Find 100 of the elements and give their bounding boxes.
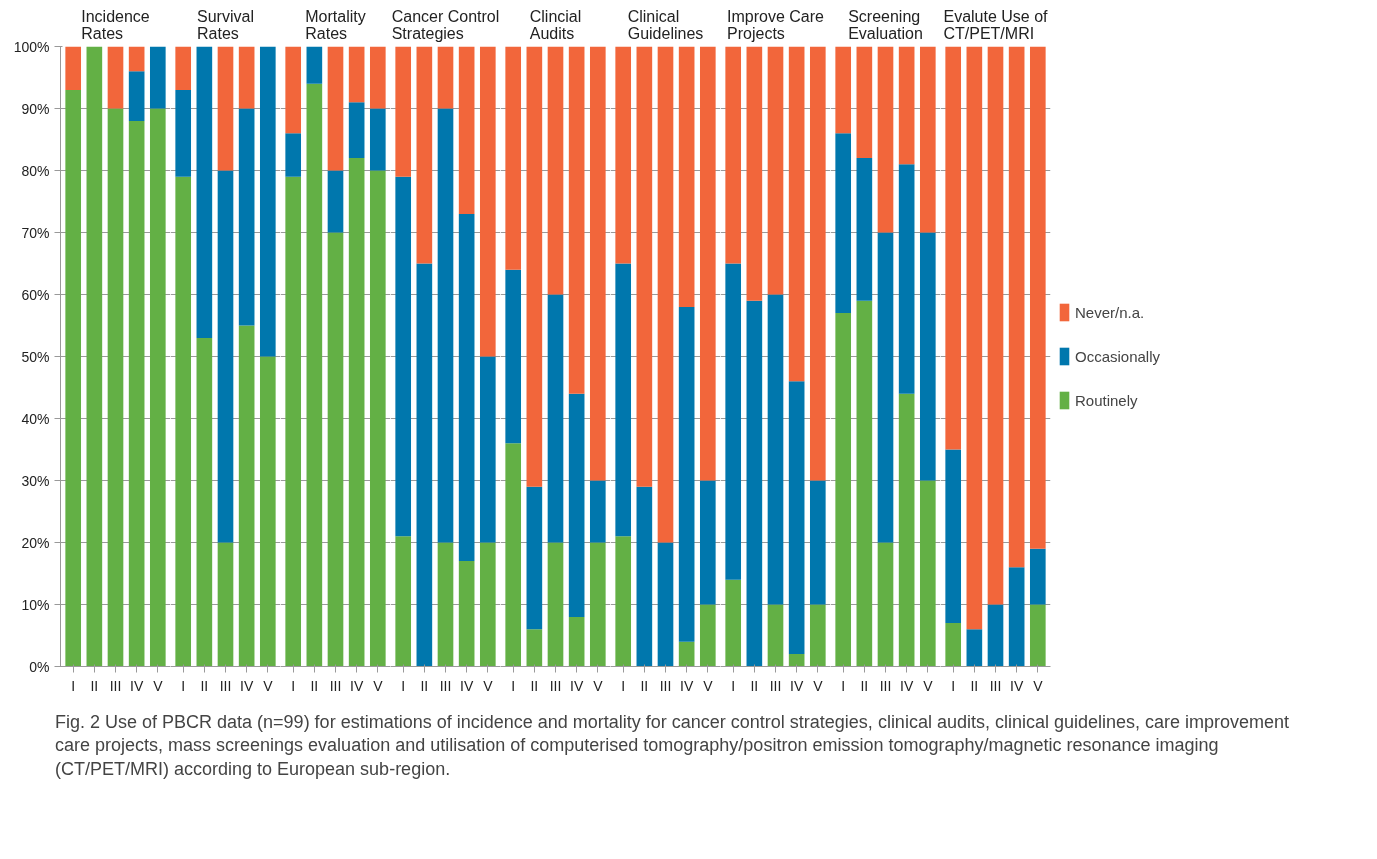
y-tick-label: 20% (21, 534, 50, 551)
bar (856, 300, 873, 667)
x-tick-label: III (769, 677, 782, 694)
bar (699, 46, 716, 481)
bar (128, 46, 145, 72)
bar (725, 263, 742, 580)
bar (767, 294, 784, 605)
x-tick-label: IV (680, 677, 694, 694)
bar (479, 542, 496, 667)
bar (238, 46, 255, 109)
y-tick-label: 90% (21, 100, 50, 117)
bar (306, 46, 323, 84)
bar (725, 46, 742, 264)
bar (505, 269, 522, 444)
bar (217, 170, 234, 543)
bar (835, 46, 852, 134)
bar (615, 46, 632, 264)
bar (835, 133, 852, 314)
x-tick-label: IV (1010, 677, 1024, 694)
bar (877, 542, 894, 667)
x-tick-label: I (71, 677, 76, 694)
y-tick-label: 60% (21, 286, 50, 303)
bar (898, 46, 915, 165)
bar (966, 46, 983, 630)
chart-title: Screening Evaluation (848, 7, 923, 42)
bar (327, 46, 344, 171)
x-tick-label: III (109, 677, 122, 694)
x-tick-label: II (750, 677, 759, 694)
y-tick-label: 70% (21, 224, 50, 241)
x-tick-label: II (310, 677, 319, 694)
bar (835, 313, 852, 667)
bar (526, 486, 543, 630)
x-tick-label: V (373, 677, 384, 694)
bar (809, 604, 826, 667)
bar (636, 46, 653, 487)
x-tick-label: III (439, 677, 452, 694)
bar (568, 393, 585, 617)
x-tick-label: II (860, 677, 869, 694)
x-tick-label: III (989, 677, 1002, 694)
bar (437, 46, 454, 109)
bar (919, 480, 936, 667)
bar (526, 46, 543, 487)
y-tick-label: 50% (21, 348, 50, 365)
bar (568, 616, 585, 667)
bar (945, 623, 962, 667)
bar (856, 46, 873, 159)
y-tick-label: 10% (21, 596, 50, 613)
bar (505, 46, 522, 270)
bar (615, 263, 632, 537)
bar (678, 306, 695, 642)
x-tick-label: I (621, 677, 626, 694)
x-tick-label: V (483, 677, 494, 694)
bar (589, 46, 606, 481)
bar (1008, 567, 1025, 667)
bar (259, 46, 276, 357)
chart-title: Clinical Guidelines (627, 7, 704, 42)
bar (458, 561, 475, 667)
x-tick-label: V (153, 677, 164, 694)
bar (395, 536, 412, 667)
x-tick-label: V (263, 677, 274, 694)
bar (107, 46, 124, 109)
bar (699, 604, 716, 667)
bar (987, 46, 1004, 605)
chart-title: Improve Care Projects (727, 7, 825, 42)
bar (767, 46, 784, 295)
bar (217, 46, 234, 171)
bar (65, 89, 82, 667)
x-tick-label: IV (790, 677, 804, 694)
y-tick-label: 30% (21, 472, 50, 489)
bar (175, 176, 192, 667)
y-tick-label: 40% (21, 410, 50, 427)
chart-title: Survival Rates (197, 7, 254, 42)
bar (877, 232, 894, 543)
bar (809, 46, 826, 481)
bar (416, 46, 433, 264)
bar (657, 542, 674, 667)
y-tick-label: 80% (21, 162, 50, 179)
bar (788, 46, 805, 382)
bar (746, 300, 763, 667)
x-tick-label: IV (130, 677, 144, 694)
x-tick-label: IV (570, 677, 584, 694)
bar (788, 381, 805, 655)
bar (306, 83, 323, 667)
x-tick-label: II (970, 677, 979, 694)
bar (966, 629, 983, 667)
bar (678, 46, 695, 307)
y-tick-label: 0% (29, 658, 50, 675)
bar (238, 108, 255, 326)
legend-label: Never/n.a. (1075, 303, 1145, 321)
x-tick-label: I (511, 677, 516, 694)
x-tick-label: III (549, 677, 562, 694)
x-tick-label: II (90, 677, 99, 694)
x-tick-label: III (659, 677, 672, 694)
bar (128, 120, 145, 667)
bar (458, 213, 475, 562)
x-tick-label: II (200, 677, 209, 694)
bar (589, 480, 606, 543)
x-tick-label: I (401, 677, 406, 694)
x-tick-label: I (291, 677, 296, 694)
bar (945, 449, 962, 624)
